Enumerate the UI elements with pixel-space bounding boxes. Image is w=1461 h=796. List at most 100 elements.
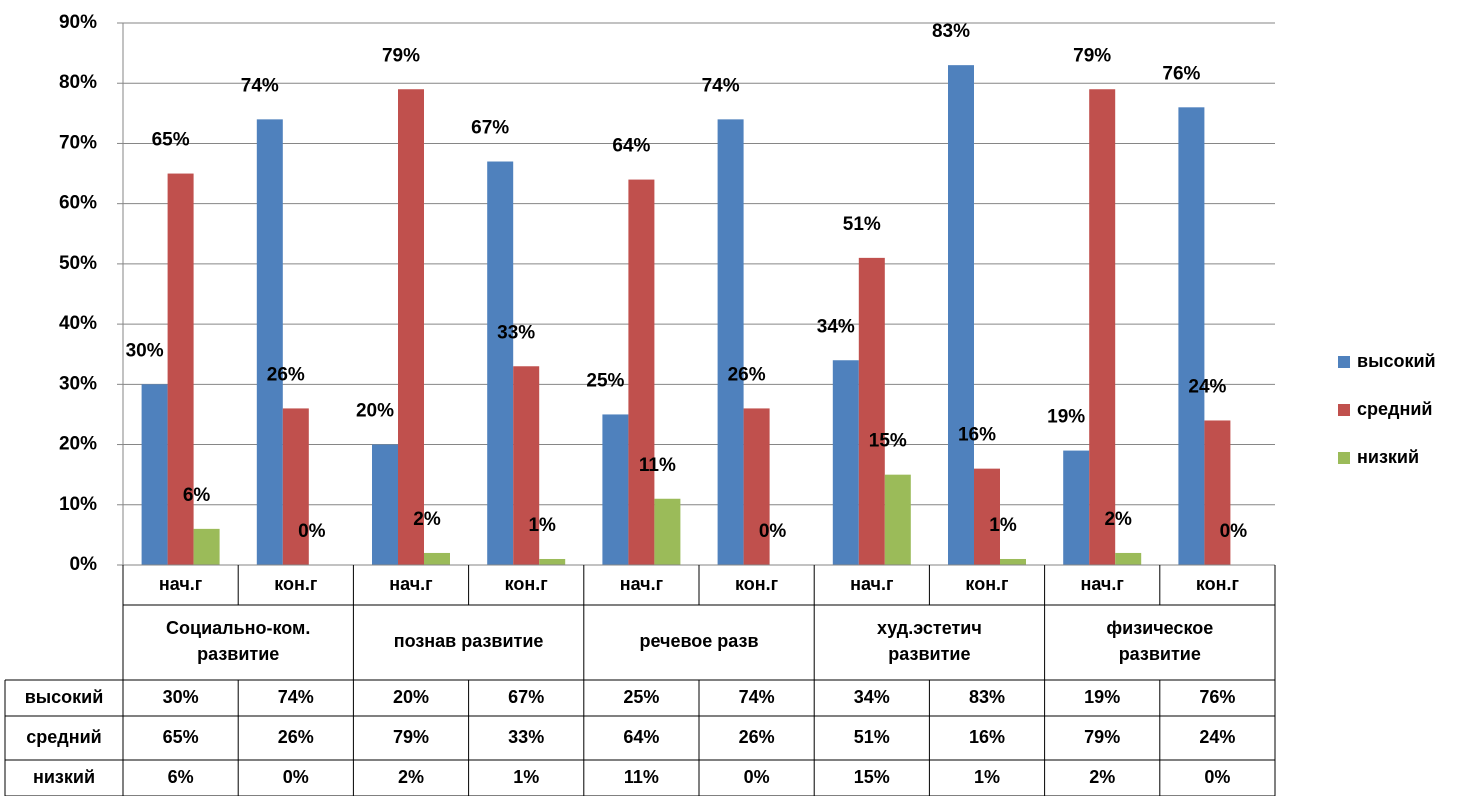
table-cell: 1% bbox=[513, 767, 539, 787]
table-cell: 0% bbox=[744, 767, 770, 787]
data-label: 2% bbox=[413, 509, 441, 530]
table-cell: 2% bbox=[1089, 767, 1115, 787]
row-label-низкий: низкий bbox=[33, 767, 95, 787]
table-cell: 15% bbox=[854, 767, 890, 787]
category-label: кон.г bbox=[965, 574, 1009, 594]
y-tick-label: 60% bbox=[59, 193, 97, 214]
group-label: худ.эстетич развитие bbox=[877, 618, 982, 664]
data-label: 79% bbox=[1073, 45, 1111, 66]
bar-низкий bbox=[1000, 558, 1026, 565]
table-cell: 11% bbox=[624, 767, 659, 787]
data-label: 26% bbox=[728, 364, 766, 385]
data-label: 2% bbox=[1104, 509, 1132, 530]
y-tick-label: 90% bbox=[59, 12, 97, 33]
data-label: 0% bbox=[759, 521, 787, 542]
table-cell: 20% bbox=[393, 687, 429, 707]
table-cell: 34% bbox=[854, 687, 890, 707]
bar-средний bbox=[743, 408, 770, 565]
category-label: нач.г bbox=[159, 574, 203, 594]
bar-средний bbox=[628, 179, 655, 566]
data-label: 25% bbox=[586, 370, 624, 391]
data-label: 24% bbox=[1188, 376, 1226, 397]
category-label: нач.г bbox=[1081, 574, 1125, 594]
bar-низкий bbox=[654, 498, 681, 565]
row-label-высокий: высокий bbox=[25, 687, 104, 707]
group-label: познав развитие bbox=[394, 631, 544, 651]
table-cell: 79% bbox=[1084, 727, 1120, 747]
bar-низкий bbox=[539, 558, 566, 565]
data-label: 19% bbox=[1047, 407, 1085, 428]
table-cell: 19% bbox=[1084, 687, 1120, 707]
table-cell: 26% bbox=[739, 727, 775, 747]
table-cell: 26% bbox=[278, 727, 314, 747]
legend-swatch-средний bbox=[1338, 404, 1350, 416]
category-label: кон.г bbox=[1196, 574, 1240, 594]
bar-высокий bbox=[256, 119, 283, 565]
legend-label: высокий bbox=[1357, 351, 1436, 371]
data-label: 79% bbox=[382, 45, 420, 66]
group-label: речевое разв bbox=[639, 631, 758, 651]
data-label: 1% bbox=[528, 515, 556, 536]
data-label: 20% bbox=[356, 401, 394, 422]
category-label: нач.г bbox=[620, 574, 664, 594]
bar-высокий bbox=[948, 65, 974, 566]
table-cell: 83% bbox=[969, 687, 1005, 707]
bar-низкий bbox=[424, 552, 450, 565]
bar-средний bbox=[513, 366, 540, 565]
data-label: 1% bbox=[989, 515, 1017, 536]
category-label: нач.г bbox=[850, 574, 894, 594]
bar-средний bbox=[167, 173, 194, 566]
y-tick-label: 50% bbox=[59, 253, 97, 274]
bar-высокий bbox=[141, 384, 168, 565]
bar-высокий bbox=[372, 444, 398, 565]
legend-swatch-высокий bbox=[1338, 356, 1350, 368]
data-label: 26% bbox=[267, 364, 305, 385]
data-label: 65% bbox=[152, 130, 190, 151]
bar-низкий bbox=[1115, 552, 1142, 565]
data-label: 15% bbox=[869, 431, 907, 452]
data-label: 51% bbox=[843, 214, 881, 235]
table-cell: 16% bbox=[969, 727, 1005, 747]
data-label: 0% bbox=[298, 521, 326, 542]
table-cell: 25% bbox=[623, 687, 659, 707]
table-cell: 2% bbox=[398, 767, 424, 787]
data-label: 74% bbox=[702, 75, 740, 96]
legend-swatch-низкий bbox=[1338, 452, 1350, 464]
table-cell: 76% bbox=[1199, 687, 1235, 707]
bar-низкий bbox=[193, 528, 220, 565]
data-label: 74% bbox=[241, 75, 279, 96]
y-tick-label: 0% bbox=[70, 554, 98, 575]
bar-высокий bbox=[602, 414, 629, 565]
table-cell: 65% bbox=[163, 727, 199, 747]
data-label: 67% bbox=[471, 118, 509, 139]
y-tick-label: 30% bbox=[59, 373, 97, 394]
bar-средний bbox=[282, 408, 309, 565]
y-tick-label: 10% bbox=[59, 494, 97, 515]
group-label: Социально-ком. развитие bbox=[166, 618, 310, 664]
data-label: 33% bbox=[497, 322, 535, 343]
bar-низкий bbox=[884, 474, 911, 565]
legend-label: низкий bbox=[1357, 447, 1419, 467]
data-label: 6% bbox=[183, 485, 211, 506]
bar-средний bbox=[858, 257, 885, 565]
table-cell: 6% bbox=[168, 767, 194, 787]
category-label: кон.г bbox=[505, 574, 549, 594]
y-tick-label: 40% bbox=[59, 313, 97, 334]
table-cell: 51% bbox=[854, 727, 890, 747]
bar-высокий bbox=[717, 119, 744, 565]
table-cell: 0% bbox=[283, 767, 309, 787]
bar-высокий bbox=[1178, 107, 1205, 566]
y-tick-label: 80% bbox=[59, 72, 97, 93]
data-label: 11% bbox=[639, 455, 676, 476]
table-cell: 0% bbox=[1204, 767, 1230, 787]
table-cell: 67% bbox=[508, 687, 544, 707]
data-label: 30% bbox=[126, 340, 164, 361]
bar-высокий bbox=[487, 161, 514, 565]
data-label: 83% bbox=[932, 21, 970, 42]
data-label: 64% bbox=[612, 136, 650, 157]
table-cell: 74% bbox=[739, 687, 775, 707]
category-label: кон.г bbox=[274, 574, 318, 594]
table-cell: 30% bbox=[163, 687, 199, 707]
table-cell: 24% bbox=[1199, 727, 1235, 747]
